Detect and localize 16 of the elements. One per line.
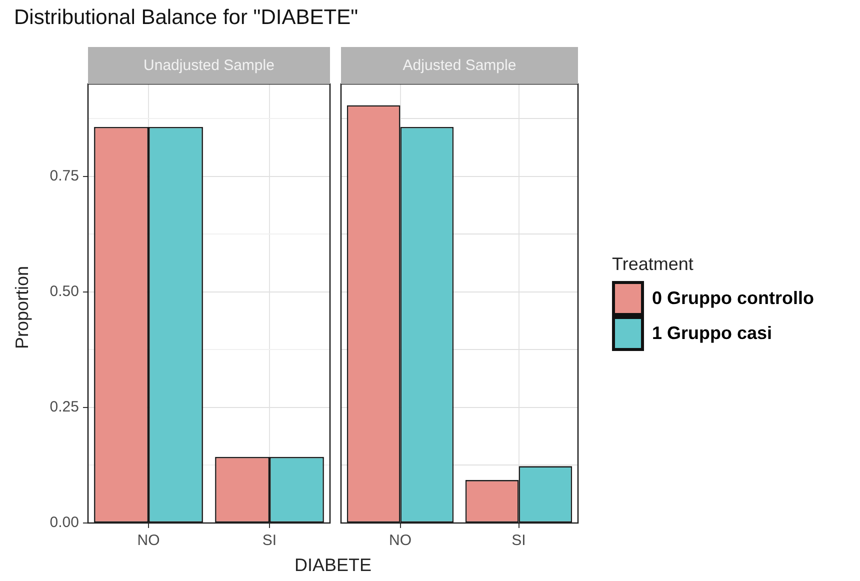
x-tick-label: SI: [512, 532, 526, 550]
x-tick-label: SI: [262, 532, 277, 550]
x-axis-title: DIABETE: [293, 555, 373, 576]
legend-label: 1 Gruppo casi: [652, 322, 772, 344]
legend-title: Treatment: [612, 254, 694, 274]
chart-title: Distributional Balance for "DIABETE": [14, 6, 358, 30]
y-tick-label: 0.25: [50, 398, 79, 416]
chart-subtitle: Adjusted Sample: [341, 47, 578, 84]
x-tick-label: NO: [137, 532, 160, 550]
chart-subtitle: Unadjusted Sample: [88, 47, 330, 84]
x-tick-label: NO: [389, 532, 412, 550]
y-axis-title: Proportion: [12, 265, 33, 348]
y-tick-label: 0.75: [50, 168, 79, 185]
y-tick-label: 0.00: [50, 514, 79, 532]
y-tick-label: 0.50: [50, 283, 79, 300]
legend-label: 0 Gruppo controllo: [652, 288, 814, 308]
